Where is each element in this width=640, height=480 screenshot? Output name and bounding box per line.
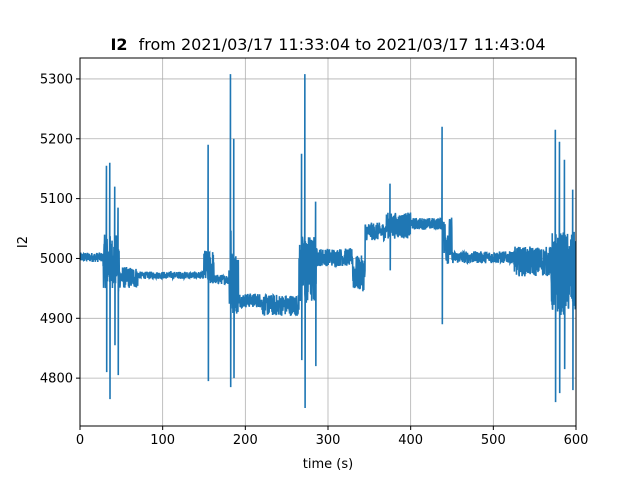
chart-title: I2 from 2021/03/17 11:33:04 to 2021/03/1…: [110, 35, 545, 54]
x-tick-label: 0: [76, 433, 84, 448]
y-tick-label: 5200: [40, 132, 73, 147]
y-axis-label: I2: [16, 236, 31, 248]
x-axis-label: time (s): [303, 457, 353, 472]
grid: [79, 58, 577, 426]
x-tick-label: 100: [150, 433, 175, 448]
plot-area: [80, 74, 576, 409]
chart-title-signal: I2: [110, 35, 127, 54]
x-tick-label: 500: [481, 433, 506, 448]
x-tick-label: 600: [564, 433, 589, 448]
x-tick-label: 200: [233, 433, 258, 448]
y-tick-label: 4900: [40, 312, 73, 327]
x-tick-label: 400: [398, 433, 423, 448]
y-tick-label: 5100: [40, 192, 73, 207]
x-tick-label: 300: [316, 433, 341, 448]
y-tick-label: 5000: [40, 252, 73, 267]
y-axis: 4800 4900 5000 5100 5200 5300: [40, 72, 80, 387]
series-line: [80, 74, 576, 409]
y-tick-label: 4800: [40, 372, 73, 387]
chart-title-text: from 2021/03/17 11:33:04 to 2021/03/17 1…: [139, 35, 546, 54]
y-tick-label: 5300: [40, 72, 73, 87]
x-axis: 0 100 200 300 400 500 600: [76, 426, 589, 448]
